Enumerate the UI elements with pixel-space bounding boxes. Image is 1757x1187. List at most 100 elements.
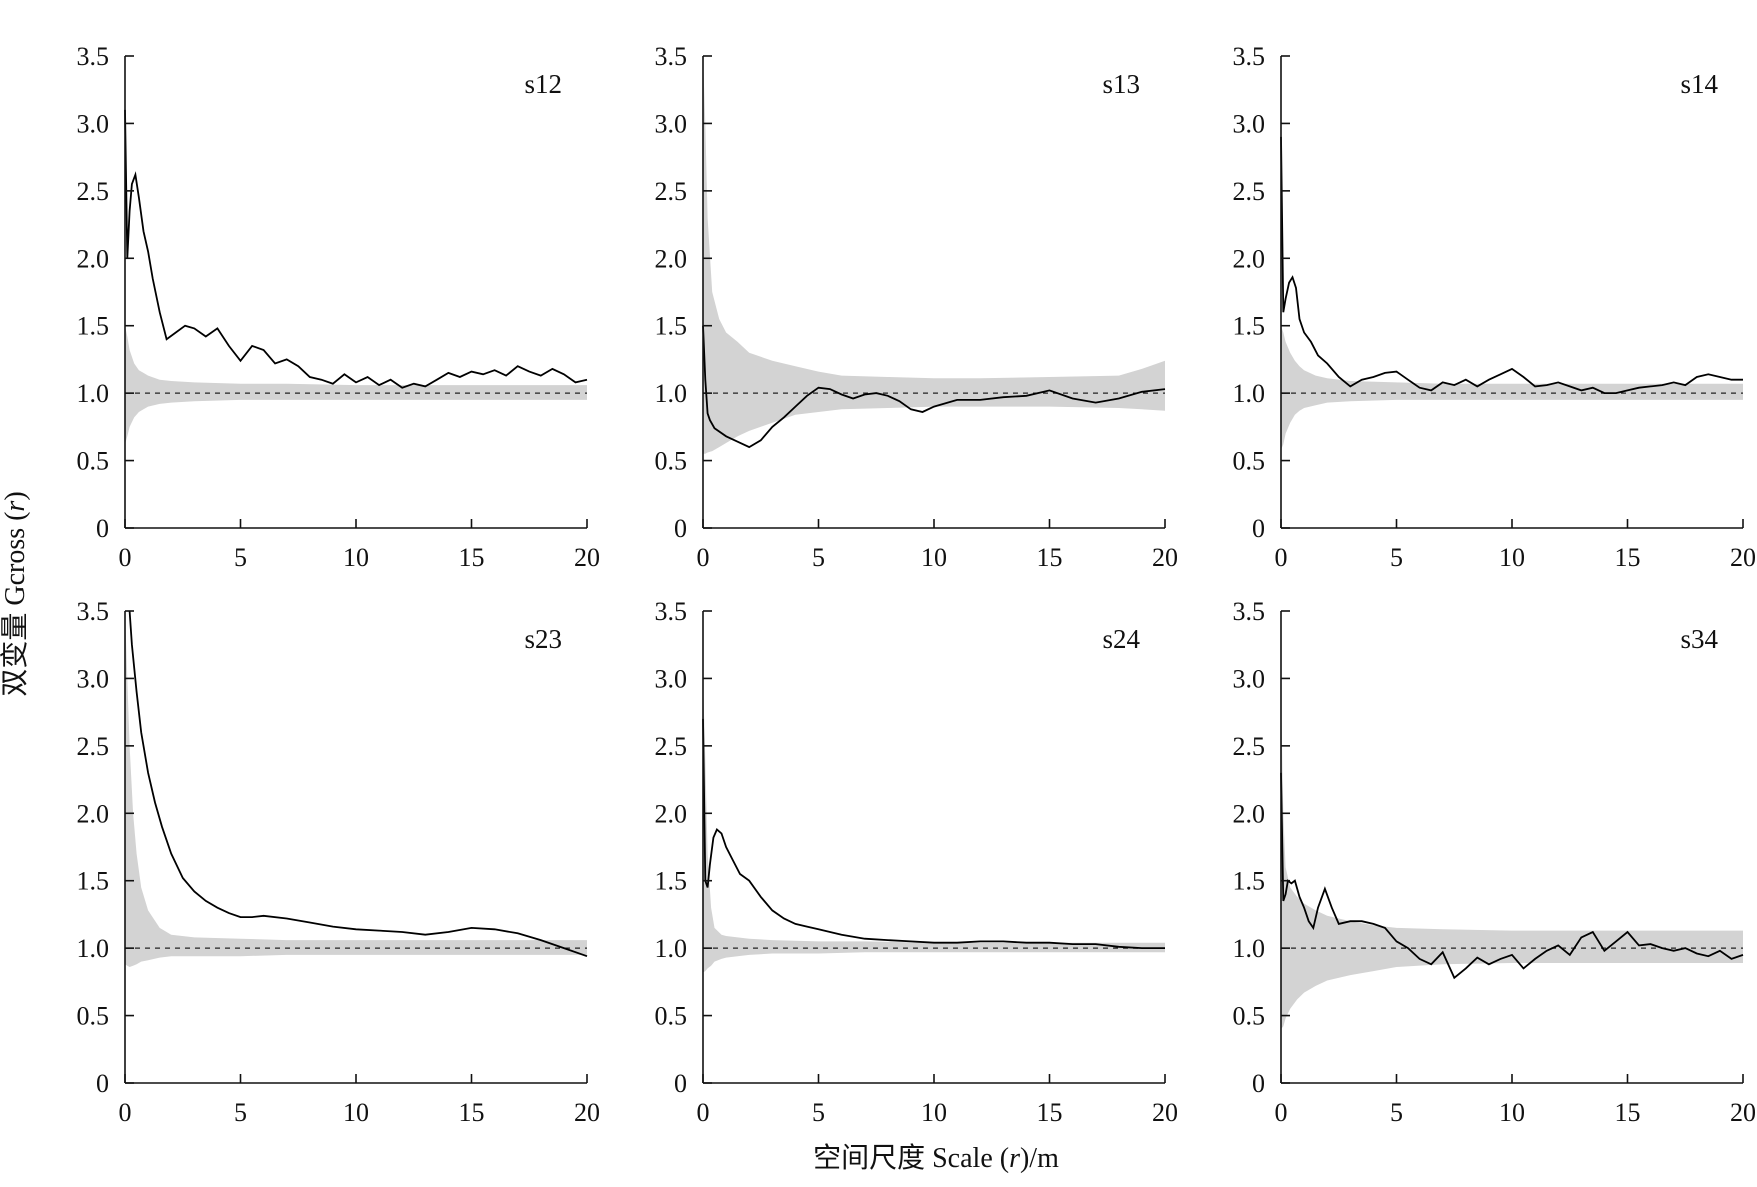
observed-line bbox=[1280, 772, 1744, 980]
envelope-band bbox=[1281, 691, 1743, 1030]
x-axis-title-var: r bbox=[1009, 1143, 1020, 1174]
y-tick-label: 2.5 bbox=[77, 177, 110, 206]
x-tick-label: 20 bbox=[1152, 543, 1178, 572]
chart-panel-s34: 0 0.5 1.0 1.5 2.0 2.5 3.0 3.5 0 5 10 15 20 s34 bbox=[1233, 597, 1757, 1127]
y-tick-label: 2.0 bbox=[77, 799, 110, 828]
y-tick-label: 3.5 bbox=[77, 42, 110, 71]
y-tick-label: 1.0 bbox=[77, 934, 110, 963]
y-tick-label: 0.5 bbox=[77, 1002, 110, 1031]
y-tick-label: 3.5 bbox=[1233, 597, 1266, 626]
envelope-band bbox=[703, 678, 1165, 973]
y-tick-label: 1.0 bbox=[77, 379, 110, 408]
chart-panel-s23: 0 0.5 1.0 1.5 2.0 2.5 3.0 3.5 0 5 10 15 20 s23 bbox=[77, 597, 601, 1127]
x-tick-label: 20 bbox=[1152, 1098, 1178, 1127]
x-tick-label: 0 bbox=[697, 543, 710, 572]
y-tick-label: 1.5 bbox=[1233, 312, 1266, 341]
x-tick-label: 0 bbox=[697, 1098, 710, 1127]
x-tick-label: 5 bbox=[812, 1098, 825, 1127]
x-tick-label: 10 bbox=[1499, 543, 1525, 572]
y-tick-label: 1.5 bbox=[655, 867, 688, 896]
panel-title: s24 bbox=[1102, 624, 1140, 654]
x-tick-label: 15 bbox=[459, 1098, 485, 1127]
x-tick-label: 10 bbox=[921, 1098, 947, 1127]
y-axis-title-suffix: ) bbox=[0, 491, 31, 500]
y-tick-label: 3.5 bbox=[655, 597, 688, 626]
y-tick-label: 0.5 bbox=[1233, 1002, 1266, 1031]
y-tick-label: 3.0 bbox=[1233, 109, 1266, 138]
y-tick-label: 1.0 bbox=[1233, 934, 1266, 963]
x-tick-label: 0 bbox=[1275, 1098, 1288, 1127]
y-tick-label: 2.5 bbox=[655, 177, 688, 206]
x-tick-label: 5 bbox=[812, 543, 825, 572]
x-tick-label: 10 bbox=[343, 1098, 369, 1127]
observed-line bbox=[128, 610, 588, 958]
y-tick-label: 0 bbox=[674, 1069, 687, 1098]
panel-title: s12 bbox=[524, 69, 562, 99]
x-axis-title: 空间尺度 Scale (r)/m bbox=[813, 1142, 1059, 1174]
y-tick-label: 0.5 bbox=[655, 1002, 688, 1031]
x-tick-label: 20 bbox=[574, 543, 600, 572]
observed-line bbox=[124, 109, 588, 389]
y-tick-label: 1.0 bbox=[1233, 379, 1266, 408]
y-tick-label: 3.0 bbox=[77, 109, 110, 138]
y-tick-label: 1.0 bbox=[655, 934, 688, 963]
x-tick-label: 15 bbox=[1037, 543, 1063, 572]
y-tick-label: 1.5 bbox=[77, 312, 110, 341]
x-tick-label: 5 bbox=[1390, 543, 1403, 572]
panel-title: s14 bbox=[1680, 69, 1718, 99]
y-tick-label: 0.5 bbox=[77, 447, 110, 476]
observed-line bbox=[702, 718, 1165, 949]
y-tick-label: 1.5 bbox=[77, 867, 110, 896]
panel-title: s34 bbox=[1680, 624, 1718, 654]
y-tick-label: 2.5 bbox=[77, 732, 110, 761]
envelope-band bbox=[125, 611, 587, 967]
y-tick-label: 2.5 bbox=[655, 732, 688, 761]
chart-panels: 0 0.5 1.0 1.5 2.0 2.5 3.0 3.5 0 5 10 15 20 s12 0 0.5 1.0… bbox=[77, 42, 1757, 1127]
x-tick-label: 0 bbox=[119, 1098, 132, 1127]
x-tick-label: 5 bbox=[234, 543, 247, 572]
chart-panel-s14: 0 0.5 1.0 1.5 2.0 2.5 3.0 3.5 0 5 10 15 20 s14 bbox=[1233, 42, 1757, 572]
y-tick-label: 2.0 bbox=[77, 244, 110, 273]
observed-line bbox=[1280, 136, 1743, 395]
x-tick-label: 15 bbox=[1037, 1098, 1063, 1127]
y-tick-label: 3.0 bbox=[655, 664, 688, 693]
y-tick-label: 0 bbox=[96, 1069, 109, 1098]
y-tick-label: 0.5 bbox=[655, 447, 688, 476]
y-tick-label: 3.5 bbox=[77, 597, 110, 626]
y-tick-label: 2.5 bbox=[1233, 732, 1266, 761]
y-tick-label: 3.5 bbox=[655, 42, 688, 71]
chart-panel-s12: 0 0.5 1.0 1.5 2.0 2.5 3.0 3.5 0 5 10 15 20 s12 bbox=[77, 42, 601, 572]
y-axis-title: 双变量 Gcross (r) bbox=[0, 491, 31, 696]
x-tick-label: 10 bbox=[921, 543, 947, 572]
x-tick-label: 20 bbox=[574, 1098, 600, 1127]
x-tick-label: 15 bbox=[1615, 1098, 1641, 1127]
envelope-band bbox=[1281, 325, 1743, 450]
y-tick-label: 0 bbox=[1252, 1069, 1265, 1098]
y-tick-label: 1.0 bbox=[655, 379, 688, 408]
y-tick-label: 0 bbox=[96, 514, 109, 543]
x-axis-title-suffix: )/m bbox=[1020, 1143, 1059, 1174]
x-tick-label: 0 bbox=[1275, 543, 1288, 572]
y-tick-label: 2.0 bbox=[1233, 244, 1266, 273]
panel-title: s23 bbox=[524, 624, 562, 654]
y-tick-label: 2.0 bbox=[655, 244, 688, 273]
chart-panel-s13: 0 0.5 1.0 1.5 2.0 2.5 3.0 3.5 0 5 10 15 20 s13 bbox=[655, 42, 1179, 572]
y-tick-label: 2.0 bbox=[1233, 799, 1266, 828]
x-axis-title-prefix: 空间尺度 Scale ( bbox=[813, 1142, 1009, 1174]
y-tick-label: 3.0 bbox=[655, 109, 688, 138]
y-tick-label: 3.0 bbox=[77, 664, 110, 693]
x-tick-label: 10 bbox=[343, 543, 369, 572]
x-tick-label: 5 bbox=[1390, 1098, 1403, 1127]
y-tick-label: 1.5 bbox=[655, 312, 688, 341]
x-tick-label: 15 bbox=[1615, 543, 1641, 572]
y-tick-label: 1.5 bbox=[1233, 867, 1266, 896]
x-tick-label: 15 bbox=[459, 543, 485, 572]
panel-title: s13 bbox=[1102, 69, 1140, 99]
x-tick-label: 20 bbox=[1730, 1098, 1756, 1127]
y-axis-title-prefix: 双变量 Gcross ( bbox=[0, 512, 31, 697]
y-tick-label: 0 bbox=[674, 514, 687, 543]
envelope-band bbox=[703, 56, 1165, 454]
observed-line bbox=[702, 325, 1166, 449]
y-tick-label: 0 bbox=[1252, 514, 1265, 543]
